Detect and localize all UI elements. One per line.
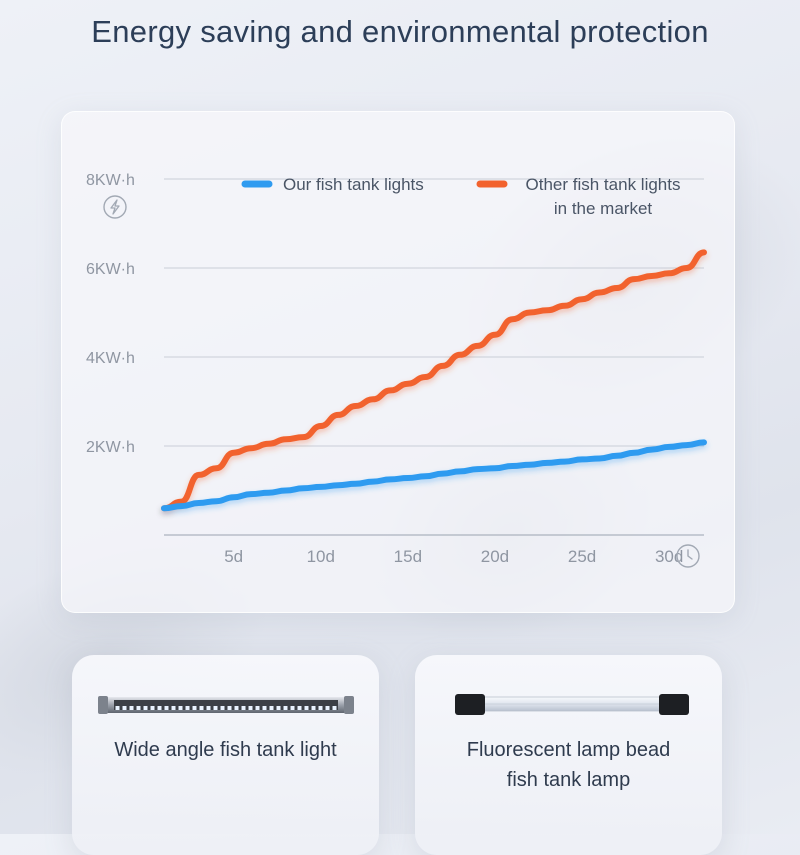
- product-label-line: Fluorescent lamp bead: [466, 739, 671, 761]
- series-line-our-lights: [161, 439, 707, 512]
- y-tick-label: 6KW·h: [86, 261, 135, 278]
- y-tick-label: 8KW·h: [86, 172, 135, 189]
- x-tick-label: 10d: [307, 547, 335, 566]
- product-label-line: fish tank lamp: [506, 769, 631, 791]
- y-tick-label: 2KW·h: [86, 439, 135, 456]
- legend-label-market-lights-line2: in the market: [554, 199, 653, 218]
- y-axis-tick-labels: 2KW·h 4KW·h 6KW·h 8KW·h: [86, 172, 135, 456]
- clock-icon: [676, 544, 700, 568]
- chart-panel: 2KW·h 4KW·h 6KW·h 8KW·h 5d 10d 15d 20d 25d 30d O…: [61, 111, 735, 613]
- x-tick-label: 25d: [568, 547, 596, 566]
- product-label-line: Wide angle fish tank light: [114, 739, 337, 761]
- legend-label-our-lights: Our fish tank lights: [283, 175, 424, 194]
- page-title: Energy saving and environmental protecti…: [91, 14, 709, 49]
- x-tick-label: 15d: [394, 547, 422, 566]
- grid-lines: [164, 178, 704, 447]
- led-tube-light-image: [98, 696, 354, 714]
- product-card-fluorescent: Fluorescent lamp bead fish tank lamp: [415, 655, 722, 855]
- x-tick-label: 20d: [481, 547, 509, 566]
- legend-label-market-lights: Other fish tank lights: [526, 175, 681, 194]
- fluorescent-tube-image: [455, 694, 689, 715]
- x-tick-label: 5d: [224, 547, 243, 566]
- legend: Our fish tank lights Other fish tank ligh…: [241, 175, 681, 218]
- series-lines: [161, 249, 707, 512]
- lightning-bolt-icon: [103, 195, 127, 219]
- product-card-wide-angle: Wide angle fish tank light: [72, 655, 379, 855]
- x-tick-label: 30d: [655, 547, 683, 566]
- energy-consumption-chart: 2KW·h 4KW·h 6KW·h 8KW·h 5d 10d 15d 20d 25d 30d O…: [86, 172, 707, 568]
- x-axis-tick-labels: 5d 10d 15d 20d 25d 30d: [224, 547, 683, 566]
- series-line-market-lights: [161, 249, 707, 512]
- y-tick-label: 4KW·h: [86, 350, 135, 367]
